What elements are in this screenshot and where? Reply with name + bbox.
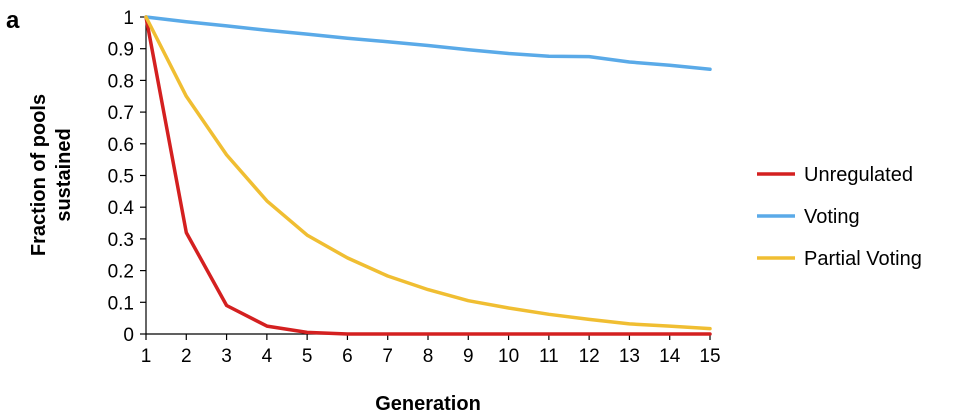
x-tick-label: 2: [181, 346, 192, 367]
x-tick-label: 14: [659, 346, 681, 367]
x-tick-label: 13: [619, 346, 640, 367]
y-axis-title-line-2: sustained: [53, 128, 75, 221]
x-tick-label: 5: [302, 346, 313, 367]
x-tick-label: 8: [423, 346, 434, 367]
y-tick-label: 0.9: [108, 40, 134, 61]
y-tick-label: 0.1: [108, 293, 134, 314]
y-tick-label: 0.5: [108, 167, 134, 188]
x-tick-label: 15: [699, 346, 720, 367]
series-line-unregulated: [144, 15, 712, 336]
x-axis-ticks: 1 2 3 4 5 6 7 8 9 10 11 12 13 14 15: [141, 334, 721, 367]
y-axis-title-line-1: Fraction of pools: [28, 94, 50, 256]
x-tick-label: 6: [342, 346, 353, 367]
x-tick-label: 12: [579, 346, 600, 367]
series-lines: [144, 15, 712, 336]
x-axis-title: Generation: [375, 393, 481, 415]
panel-label: a: [6, 7, 20, 34]
legend-label-voting: Voting: [804, 206, 860, 228]
series-line-partial-voting: [144, 15, 712, 331]
y-tick-label: 0.6: [108, 135, 134, 156]
y-axis-ticks: 0 0.1 0.2 0.3 0.4 0.5 0.6 0.7 0.8 0.9 1: [108, 8, 146, 346]
x-tick-label: 1: [141, 346, 152, 367]
legend-label-unregulated: Unregulated: [804, 164, 913, 186]
x-tick-label: 9: [463, 346, 474, 367]
y-tick-label: 0.2: [108, 262, 134, 283]
y-tick-label: 0.4: [108, 198, 135, 219]
x-tick-label: 4: [262, 346, 273, 367]
y-tick-label: 0: [123, 325, 134, 346]
legend: Unregulated Voting Partial Voting: [757, 164, 922, 270]
x-tick-label: 3: [221, 346, 232, 367]
x-tick-label: 7: [382, 346, 393, 367]
y-tick-label: 0.3: [108, 230, 134, 251]
x-tick-label: 11: [539, 346, 559, 367]
y-tick-label: 0.7: [108, 103, 134, 124]
y-axis-title: Fraction of pools sustained: [28, 94, 75, 256]
y-tick-label: 0.8: [108, 71, 134, 92]
y-tick-label: 1: [123, 8, 134, 29]
legend-label-partial-voting: Partial Voting: [804, 248, 922, 270]
x-tick-label: 10: [498, 346, 519, 367]
series-line-voting: [144, 15, 712, 72]
